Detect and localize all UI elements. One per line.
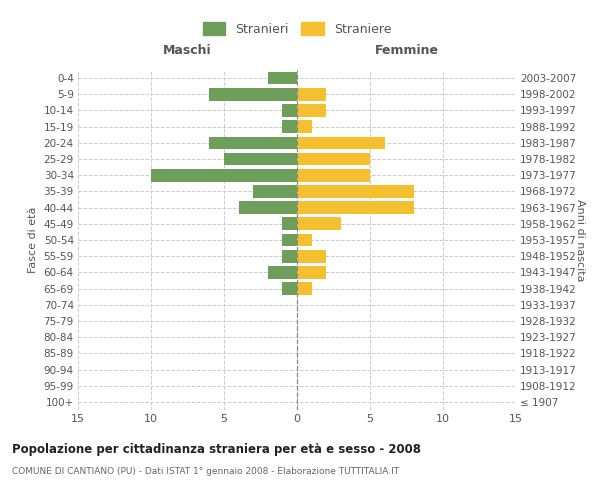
Bar bbox=[297, 185, 414, 198]
Bar bbox=[268, 266, 297, 278]
Text: Popolazione per cittadinanza straniera per età e sesso - 2008: Popolazione per cittadinanza straniera p… bbox=[12, 442, 421, 456]
Text: Femmine: Femmine bbox=[374, 44, 439, 58]
Bar bbox=[297, 234, 311, 246]
Bar bbox=[297, 136, 385, 149]
Y-axis label: Anni di nascita: Anni di nascita bbox=[575, 198, 585, 281]
Bar bbox=[283, 120, 297, 133]
Bar bbox=[283, 282, 297, 295]
Legend: Stranieri, Straniere: Stranieri, Straniere bbox=[199, 18, 395, 40]
Bar bbox=[297, 218, 341, 230]
Bar bbox=[239, 202, 297, 214]
Bar bbox=[297, 169, 370, 181]
Text: COMUNE DI CANTIANO (PU) - Dati ISTAT 1° gennaio 2008 - Elaborazione TUTTITALIA.I: COMUNE DI CANTIANO (PU) - Dati ISTAT 1° … bbox=[12, 468, 399, 476]
Text: Maschi: Maschi bbox=[163, 44, 212, 58]
Bar bbox=[283, 250, 297, 262]
Bar bbox=[297, 104, 326, 117]
Bar bbox=[297, 120, 311, 133]
Bar bbox=[297, 88, 326, 101]
Bar bbox=[253, 185, 297, 198]
Bar bbox=[209, 136, 297, 149]
Bar bbox=[224, 152, 297, 166]
Bar bbox=[297, 266, 326, 278]
Y-axis label: Fasce di età: Fasce di età bbox=[28, 207, 38, 273]
Bar bbox=[209, 88, 297, 101]
Bar bbox=[297, 282, 311, 295]
Bar bbox=[283, 218, 297, 230]
Bar bbox=[297, 250, 326, 262]
Bar bbox=[297, 152, 370, 166]
Bar bbox=[297, 202, 414, 214]
Bar bbox=[283, 104, 297, 117]
Bar bbox=[151, 169, 297, 181]
Bar bbox=[283, 234, 297, 246]
Bar bbox=[268, 72, 297, 85]
